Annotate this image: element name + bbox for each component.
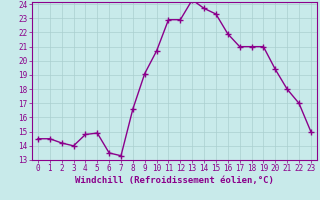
X-axis label: Windchill (Refroidissement éolien,°C): Windchill (Refroidissement éolien,°C) (75, 176, 274, 185)
